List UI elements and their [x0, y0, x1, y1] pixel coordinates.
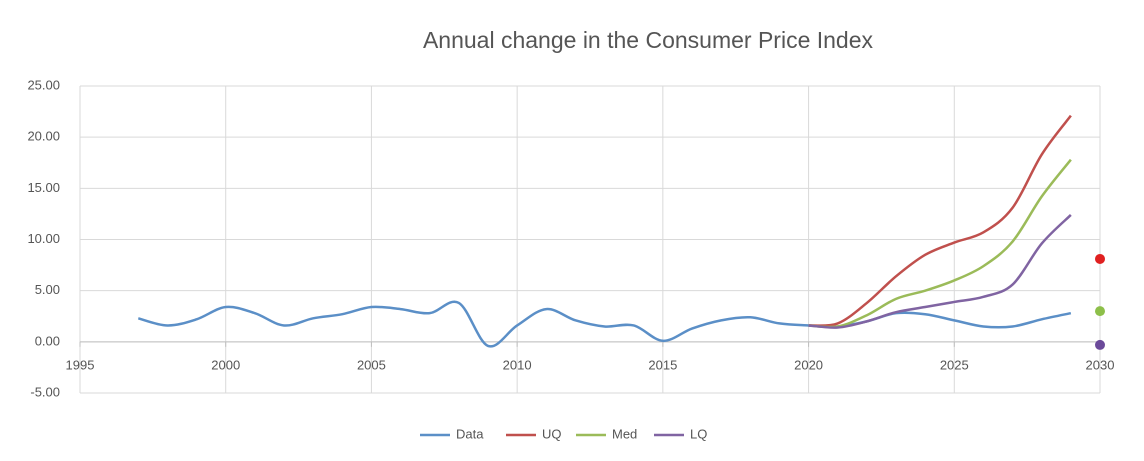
- legend-label: Data: [456, 426, 484, 441]
- chart-title: Annual change in the Consumer Price Inde…: [423, 27, 874, 53]
- legend-label: Med: [612, 426, 637, 441]
- x-tick-label: 2020: [794, 357, 823, 372]
- x-tick-label: 2025: [940, 357, 969, 372]
- y-tick-label: 20.00: [27, 129, 60, 144]
- point: [1095, 339, 1105, 350]
- legend-label: LQ: [690, 426, 707, 441]
- x-tick-label: 1995: [66, 357, 95, 372]
- y-tick-label: 5.00: [35, 282, 60, 297]
- y-tick-label: 25.00: [27, 77, 60, 92]
- x-tick-label: 2000: [211, 357, 240, 372]
- point: [1095, 253, 1105, 264]
- y-tick-label: -5.00: [30, 384, 60, 399]
- y-tick-label: 10.00: [27, 231, 60, 246]
- x-tick-label: 2010: [503, 357, 532, 372]
- legend-label: UQ: [542, 426, 562, 441]
- x-tick-label: 2015: [648, 357, 677, 372]
- y-tick-label: 15.00: [27, 180, 60, 195]
- series-line: [808, 158, 1072, 329]
- x-tick-label: 2030: [1086, 357, 1115, 372]
- x-tick-label: 2005: [357, 357, 386, 372]
- y-tick-label: 0.00: [35, 333, 60, 348]
- series-line: [808, 214, 1072, 329]
- series-line: [808, 114, 1072, 327]
- series-line: [137, 300, 1072, 348]
- point: [1095, 306, 1105, 317]
